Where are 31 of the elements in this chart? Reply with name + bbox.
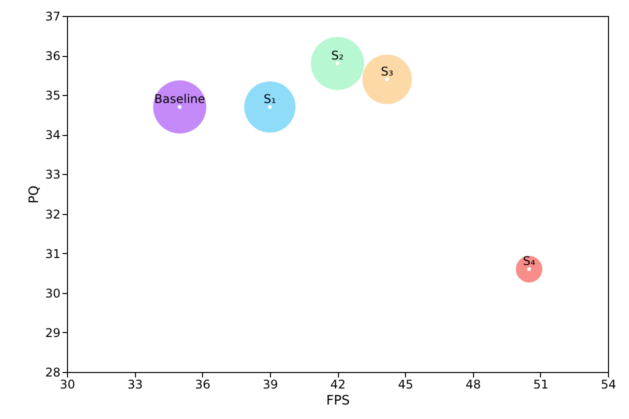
point xyxy=(178,105,182,109)
x-tick-label: 51 xyxy=(533,378,549,392)
x-tick-label: 54 xyxy=(600,378,616,392)
y-tick-label: 29 xyxy=(45,326,60,340)
y-tick-label: 31 xyxy=(45,246,60,261)
y-tick-label: 34 xyxy=(45,128,60,142)
point xyxy=(268,105,272,109)
annotation: S₄ xyxy=(522,254,536,268)
y-tick-label: 28 xyxy=(45,366,60,380)
x-tick-label: 48 xyxy=(466,378,481,392)
point xyxy=(527,267,531,272)
x-tick-label: 33 xyxy=(127,378,143,392)
x-tick-label: 30 xyxy=(60,378,76,392)
annotation: S₂ xyxy=(331,48,344,62)
x-tick-label: 45 xyxy=(398,378,414,392)
y-tick-label: 32 xyxy=(45,207,60,222)
annotation: Baseline xyxy=(154,92,206,106)
x-tick-label: 42 xyxy=(330,378,346,392)
point xyxy=(336,62,340,66)
y-tick-label: 30 xyxy=(45,286,60,300)
y-axis-title: PQ xyxy=(27,185,42,204)
y-tick-label: 36 xyxy=(45,49,60,64)
x-tick-label: 36 xyxy=(195,378,210,392)
x-tick-label: 39 xyxy=(262,378,278,392)
y-tick-label: 33 xyxy=(45,168,60,182)
y-tick-label: 37 xyxy=(45,10,60,24)
annotation: S₃ xyxy=(380,64,394,78)
annotation: S₁ xyxy=(264,92,276,106)
y-tick-label: 35 xyxy=(45,88,60,103)
point xyxy=(385,77,389,82)
x-axis-title: FPS xyxy=(326,394,350,408)
